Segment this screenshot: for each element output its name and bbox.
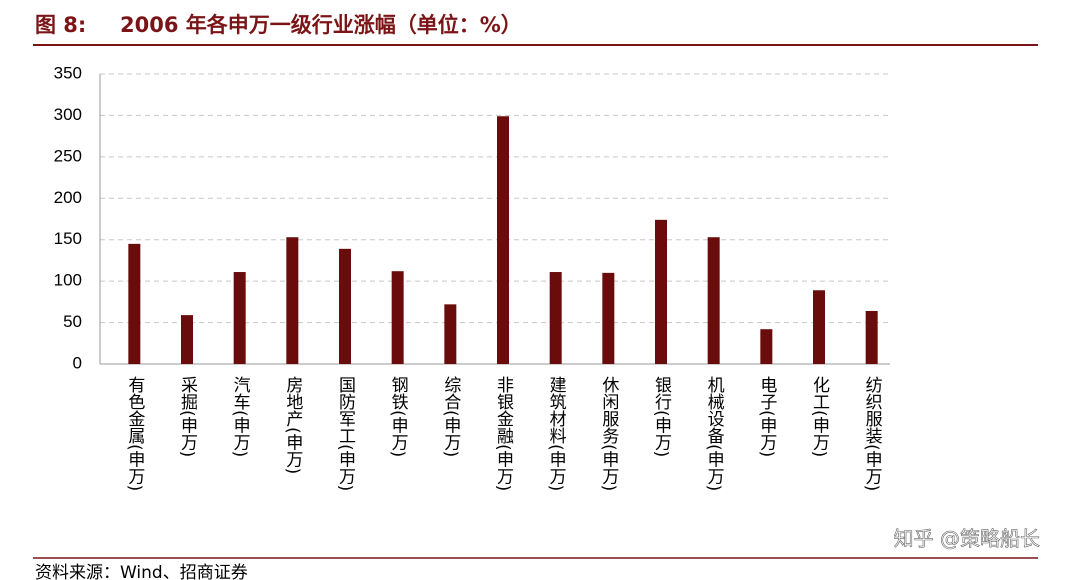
- y-tick-label: 300: [54, 105, 82, 124]
- bar: [602, 272, 615, 364]
- bar: [707, 237, 720, 364]
- source-note: 资料来源：Wind、招商证券: [35, 563, 248, 580]
- x-tick-label: 有色金属(申万): [124, 376, 145, 491]
- x-tick-label: 采掘(申万): [177, 376, 198, 457]
- x-tick-label: 银行(申万): [651, 376, 672, 457]
- x-tick-label: 非银金融(申万): [493, 376, 514, 491]
- watermark: 知乎 @策略船长: [894, 527, 1040, 551]
- x-tick-label: 钢铁(申万): [388, 376, 409, 457]
- y-tick-label: 50: [63, 312, 82, 331]
- figure-label: 图 8:: [35, 13, 86, 37]
- chart-title: 2006 年各申万一级行业涨幅（单位：%）: [120, 13, 522, 37]
- bar: [655, 219, 667, 364]
- bar: [339, 248, 351, 364]
- y-tick-label: 100: [54, 271, 82, 290]
- bar: [181, 315, 193, 364]
- bar: [497, 116, 509, 364]
- x-tick-label: 休闲服务(申万): [598, 376, 619, 491]
- bar: [233, 272, 246, 364]
- y-tick-label: 0: [73, 353, 82, 372]
- bar: [813, 290, 825, 364]
- y-tick-label: 350: [54, 63, 82, 82]
- x-tick-label: 国防军工(申万): [335, 376, 356, 491]
- x-tick-label: 综合(申万): [440, 376, 461, 457]
- x-tick-label: 纺织服装(申万): [862, 376, 883, 491]
- x-tick-label: 机械设备(申万): [704, 376, 725, 491]
- x-tick-label: 房地产(申万): [282, 376, 303, 474]
- x-tick-label: 化工(申万): [809, 376, 830, 457]
- x-tick-label: 电子(申万): [756, 376, 777, 457]
- y-tick-label: 200: [54, 188, 82, 207]
- y-tick-label: 250: [54, 146, 82, 165]
- x-tick-label: 汽车(申万): [230, 376, 251, 457]
- bar: [128, 243, 141, 364]
- bar: [760, 329, 773, 364]
- bar: [444, 304, 457, 364]
- bar: [865, 310, 878, 364]
- bar: [549, 272, 562, 364]
- x-tick-label: 建筑材料(申万): [546, 376, 567, 491]
- bar: [391, 271, 404, 364]
- bar: [286, 237, 299, 364]
- y-tick-label: 150: [54, 229, 82, 248]
